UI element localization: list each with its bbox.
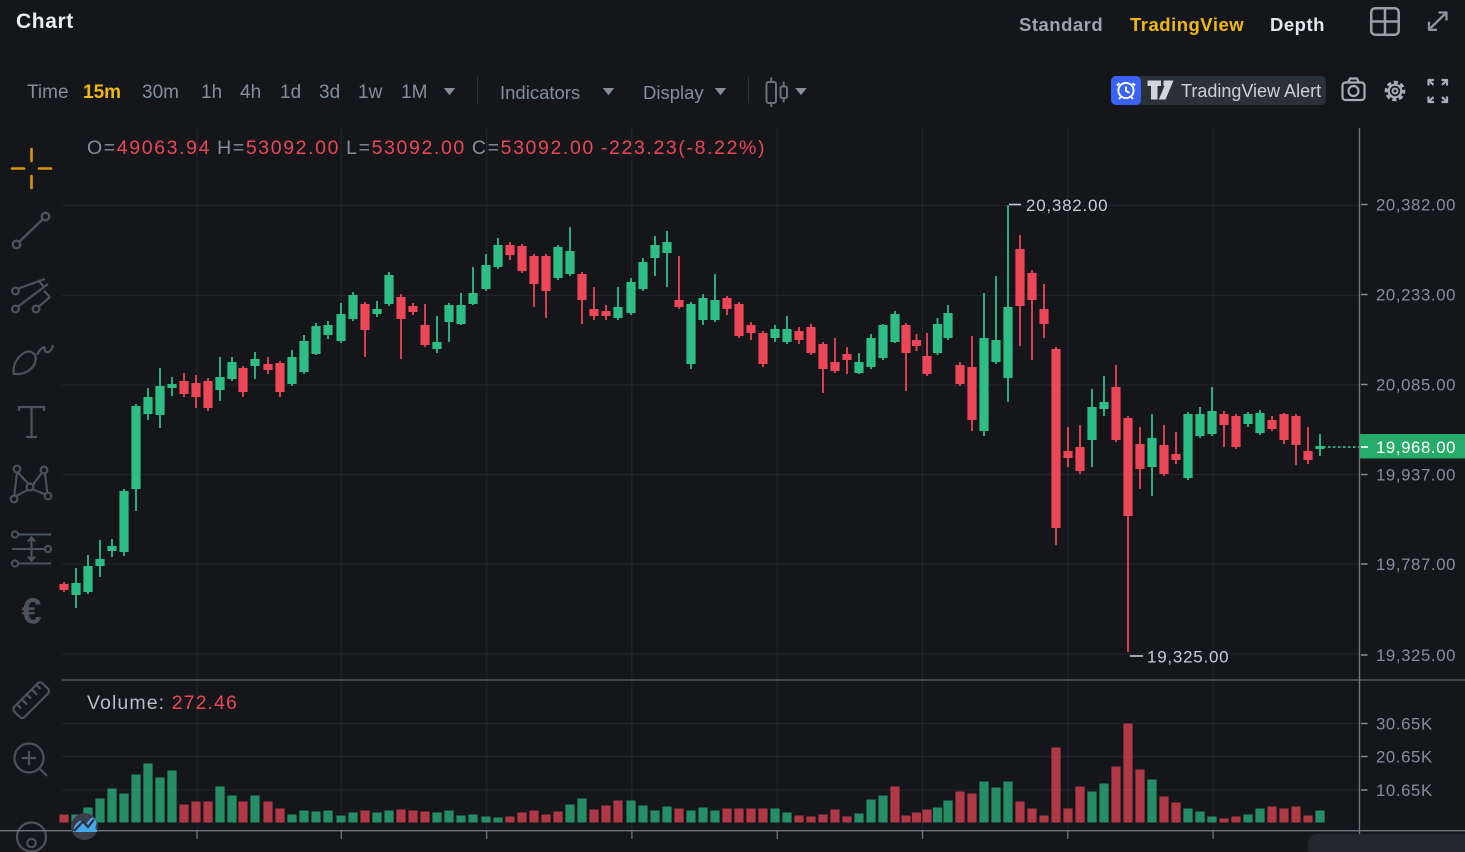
- svg-text:20,233.00: 20,233.00: [1376, 286, 1456, 305]
- svg-text:20,382.00: 20,382.00: [1026, 196, 1108, 215]
- svg-text:20,085.00: 20,085.00: [1376, 376, 1456, 395]
- svg-text:19,968.00: 19,968.00: [1376, 438, 1456, 457]
- svg-text:19,787.00: 19,787.00: [1376, 555, 1456, 574]
- svg-text:19,937.00: 19,937.00: [1376, 466, 1456, 485]
- svg-text:30.65K: 30.65K: [1376, 715, 1433, 734]
- svg-text:€: €: [21, 591, 41, 632]
- svg-text:Volume: 272.46: Volume: 272.46: [87, 692, 238, 714]
- svg-text:19,325.00: 19,325.00: [1376, 646, 1456, 665]
- svg-text:O=49063.94H=53092.00L=53092.00: O=49063.94 H=53092.00 L=53092.00 C=53092.00…: [87, 137, 766, 159]
- svg-text:20.65K: 20.65K: [1376, 748, 1433, 767]
- svg-text:10.65K: 10.65K: [1376, 781, 1433, 800]
- svg-text:20,382.00: 20,382.00: [1376, 196, 1456, 215]
- svg-text:19,325.00: 19,325.00: [1147, 648, 1229, 667]
